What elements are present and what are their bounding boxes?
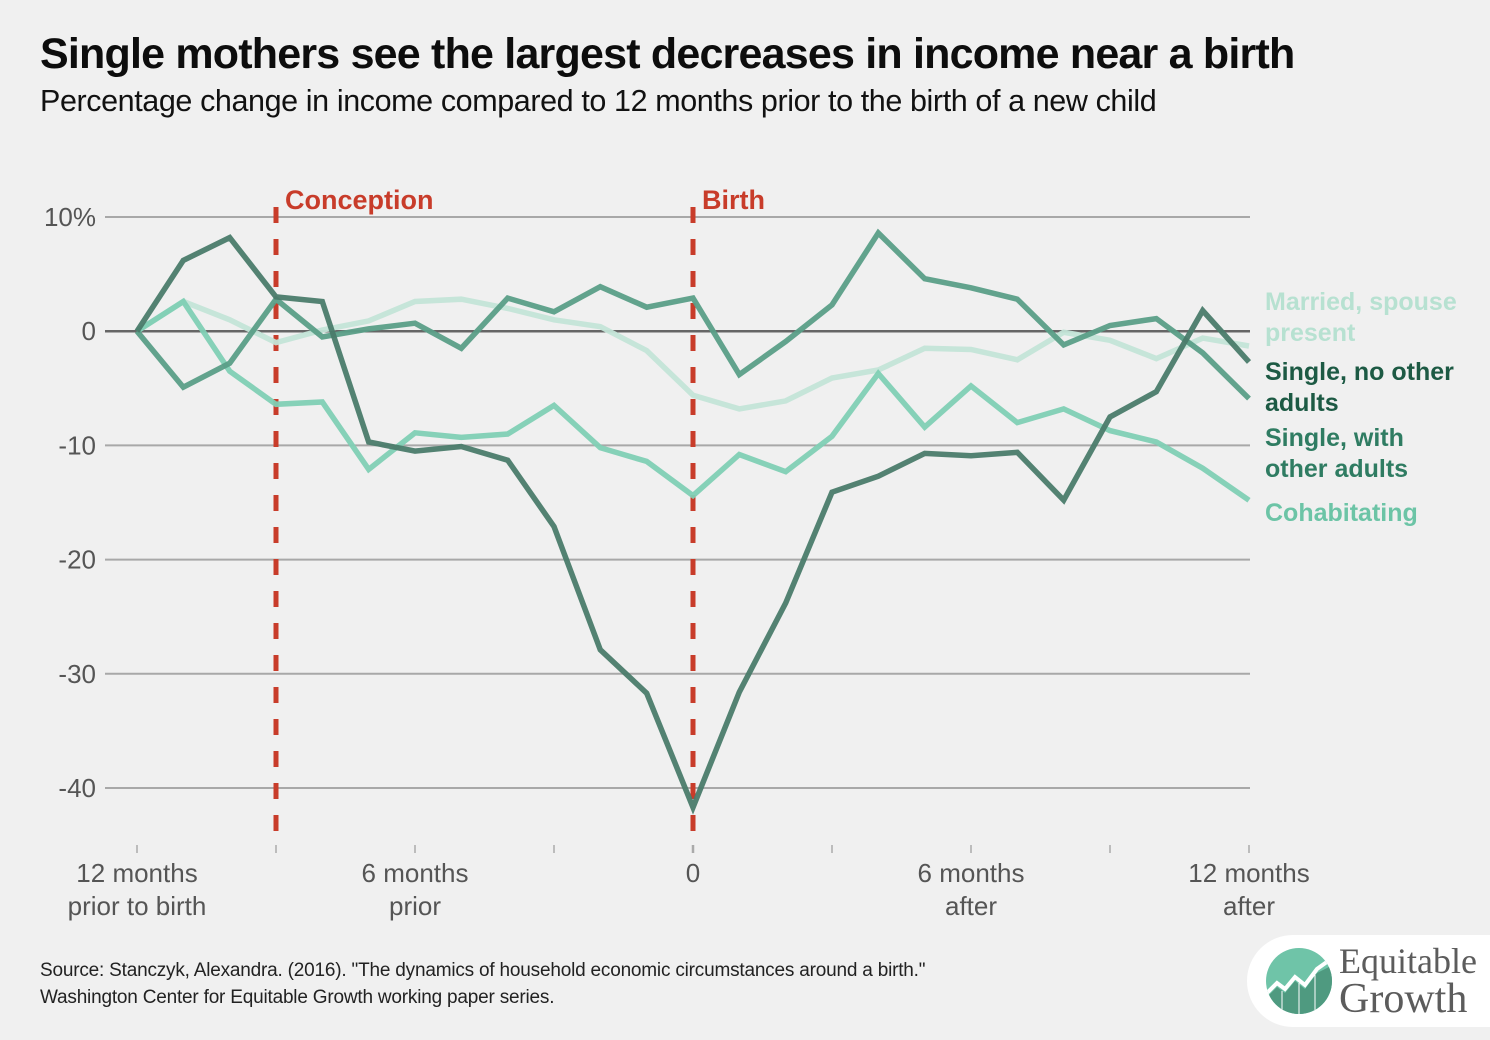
x-tick-label-line: 6 months [362, 858, 469, 888]
x-tick-label-line: 6 months [918, 858, 1025, 888]
series-line-single-no-other-adults [134, 234, 1252, 815]
legend-label-line: Cohabitating [1265, 499, 1418, 527]
series-line-single-with-other-adults [134, 228, 1251, 401]
y-tick-label: -10 [58, 430, 96, 460]
legend-label-line: Single, no other [1265, 358, 1454, 386]
y-tick-label: -40 [58, 773, 96, 803]
x-tick-label-line: 0 [686, 858, 700, 888]
y-tick-label: -20 [58, 545, 96, 575]
legend: Married, spouse present Cohabitating Single… [1265, 288, 1457, 527]
equitable-growth-logo: Equitable Growth [1247, 935, 1490, 1027]
source-line-2: Washington Center for Equitable Growth w… [40, 987, 555, 1008]
legend-label-line: adults [1265, 389, 1339, 417]
legend-label-line: other adults [1265, 455, 1408, 483]
x-tick-label-line: 12 months [76, 858, 197, 888]
legend-label-single-no-other-adults: Single, no other adults [1265, 358, 1454, 417]
x-tick-label: 12 months after [1188, 858, 1309, 921]
legend-label-line: Single, with [1265, 424, 1404, 452]
x-tick-label-line: prior to birth [68, 891, 207, 921]
x-tick-label-line: after [945, 891, 997, 921]
y-axis-ticks: 10% 0 -10 -20 -30 -40 [44, 202, 96, 803]
x-tick-label-line: after [1223, 891, 1275, 921]
x-tick-label: 12 months prior to birth [68, 858, 207, 921]
gridlines [105, 216, 1250, 789]
y-tick-label: -30 [58, 659, 96, 689]
x-tick-label-line: prior [389, 891, 441, 921]
y-tick-label: 0 [82, 316, 96, 346]
legend-label-single-with-other-adults: Single, with other adults [1265, 424, 1408, 483]
event-label-birth: Birth [702, 185, 765, 215]
series-lines [134, 228, 1252, 815]
source-note: Source: Stanczyk, Alexandra. (2016). "Th… [40, 957, 925, 1011]
legend-label-line: present [1265, 319, 1356, 347]
legend-label-married-spouse-present: Married, spouse present [1265, 288, 1457, 347]
logo-line-2: Growth [1339, 976, 1468, 1022]
event-label-conception: Conception [285, 185, 434, 215]
growth-chart-logo-icon [1266, 948, 1332, 1014]
line-chart: 10%0-10-20-30-40 12 months prior to birth… [44, 185, 1457, 921]
chart-title: Single mothers see the largest decreases… [40, 30, 1295, 78]
series-line-married-spouse-present [135, 296, 1250, 412]
y-tick-label: 10% [44, 202, 96, 232]
x-tick-label-line: 12 months [1188, 858, 1309, 888]
event-markers: Conception Birth [273, 185, 765, 832]
x-tick-label: 6 months prior [362, 858, 469, 921]
logo-line-1: Equitable [1339, 941, 1477, 981]
logo-wordmark: Equitable Growth [1339, 941, 1477, 1022]
legend-label-cohabitating: Cohabitating [1265, 499, 1418, 527]
series-line-cohabitating [135, 297, 1251, 503]
source-line-1: Source: Stanczyk, Alexandra. (2016). "Th… [40, 960, 926, 981]
chart-subtitle: Percentage change in income compared to … [40, 84, 1157, 118]
x-tick-label: 0 [686, 858, 700, 888]
x-tick-label: 6 months after [918, 858, 1025, 921]
legend-label-line: Married, spouse [1265, 288, 1457, 316]
